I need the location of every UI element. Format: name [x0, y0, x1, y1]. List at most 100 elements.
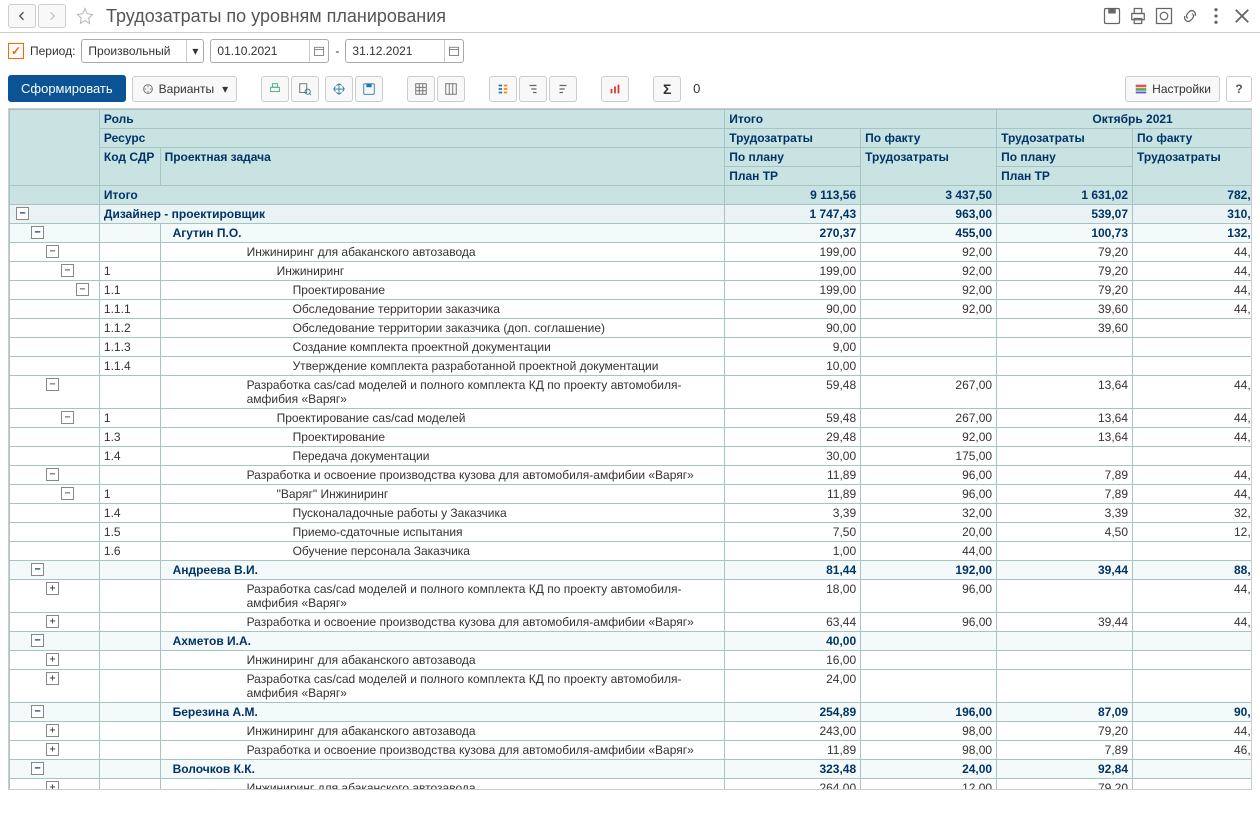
- value-cell: 44,00: [1133, 243, 1252, 262]
- grid-row[interactable]: +Разработка и освоение производства кузо…: [10, 613, 1253, 632]
- grid-row[interactable]: +Инжиниринг для абаканского автозавода26…: [10, 779, 1253, 791]
- tree-cell: +: [10, 741, 100, 760]
- chevron-down-icon[interactable]: ▾: [186, 40, 203, 62]
- grid-row[interactable]: +Разработка cas/cad моделей и полного ко…: [10, 580, 1253, 613]
- value-cell: 192,00: [861, 561, 997, 580]
- grid-row[interactable]: 1.4Передача документации30,00175,00: [10, 447, 1253, 466]
- link-icon[interactable]: [1180, 6, 1200, 26]
- collapse-toggle[interactable]: −: [31, 762, 44, 775]
- value-cell: 199,00: [725, 281, 861, 300]
- report-grid[interactable]: Роль Итого Октябрь 2021 Ресурс Трудозатр…: [8, 108, 1252, 790]
- expand-toggle[interactable]: +: [46, 672, 59, 685]
- expand-toggle[interactable]: +: [46, 653, 59, 666]
- grid-row[interactable]: −Разработка и освоение производства кузо…: [10, 466, 1253, 485]
- expand-move-button[interactable]: [325, 76, 353, 102]
- wbs-cell: [99, 651, 160, 670]
- grid-row[interactable]: −Агутин П.О.270,37455,00100,73132,00: [10, 224, 1253, 243]
- wbs-cell: [99, 224, 160, 243]
- calendar-icon[interactable]: [309, 40, 328, 62]
- expand-toggle[interactable]: +: [46, 582, 59, 595]
- collapse-toggle[interactable]: −: [61, 411, 74, 424]
- print-button[interactable]: [261, 76, 289, 102]
- grid-row[interactable]: +Разработка и освоение производства кузо…: [10, 741, 1253, 760]
- expand-toggle[interactable]: +: [46, 615, 59, 628]
- indent-right-button[interactable]: [549, 76, 577, 102]
- run-report-button[interactable]: Сформировать: [8, 75, 126, 102]
- chart-button[interactable]: [601, 76, 629, 102]
- value-cell: [1133, 319, 1252, 338]
- find-button[interactable]: [291, 76, 319, 102]
- header-month: Октябрь 2021: [997, 110, 1252, 129]
- value-cell: [861, 338, 997, 357]
- period-mode-select[interactable]: Произвольный ▾: [81, 39, 204, 63]
- value-cell: 44,00: [1133, 300, 1252, 319]
- indent-left-button[interactable]: [519, 76, 547, 102]
- column-view-button[interactable]: [437, 76, 465, 102]
- grid-row[interactable]: −1.1Проектирование199,0092,0079,2044,00: [10, 281, 1253, 300]
- grid-row[interactable]: 1.1.4Утверждение комплекта разработанной…: [10, 357, 1253, 376]
- grid-row[interactable]: −Разработка cas/cad моделей и полного ко…: [10, 376, 1253, 409]
- grid-row[interactable]: +Инжиниринг для абаканского автозавода16…: [10, 651, 1253, 670]
- settings-button[interactable]: Настройки: [1125, 76, 1220, 102]
- collapse-toggle[interactable]: −: [76, 283, 89, 296]
- favorite-star-icon[interactable]: [74, 5, 96, 27]
- collapse-toggle[interactable]: −: [46, 378, 59, 391]
- collapse-toggle[interactable]: −: [31, 563, 44, 576]
- period-to-input[interactable]: 31.12.2021: [345, 39, 464, 63]
- collapse-toggle[interactable]: −: [31, 705, 44, 718]
- grid-row[interactable]: 1.6Обучение персонала Заказчика1,0044,00: [10, 542, 1253, 561]
- period-checkbox[interactable]: ✓: [8, 43, 24, 59]
- calendar-icon[interactable]: [444, 40, 463, 62]
- more-icon[interactable]: [1206, 6, 1226, 26]
- save-button[interactable]: [355, 76, 383, 102]
- grid-row[interactable]: +Инжиниринг для абаканского автозавода24…: [10, 722, 1253, 741]
- period-from-input[interactable]: 01.10.2021: [210, 39, 329, 63]
- grid-row[interactable]: −Березина А.М.254,89196,0087,0990,00: [10, 703, 1253, 722]
- grid-row[interactable]: −Волочков К.К.323,4824,0092,84: [10, 760, 1253, 779]
- header-role: Роль: [99, 110, 724, 129]
- grid-row[interactable]: 1.1.2Обследование территории заказчика (…: [10, 319, 1253, 338]
- variants-button[interactable]: Варианты ▾: [132, 76, 238, 102]
- grid-row[interactable]: 1.1.1Обследование территории заказчика90…: [10, 300, 1253, 319]
- nav-forward-button[interactable]: [38, 4, 66, 28]
- preview-icon[interactable]: [1154, 6, 1174, 26]
- grid-row[interactable]: −Андреева В.И.81,44192,0039,4488,00: [10, 561, 1253, 580]
- tree-cell: −: [10, 224, 100, 243]
- grid-row[interactable]: −Ахметов И.А.40,00: [10, 632, 1253, 651]
- close-icon[interactable]: [1232, 6, 1252, 26]
- collapse-toggle[interactable]: −: [46, 245, 59, 258]
- grid-row[interactable]: −Дизайнер - проектировщик1 747,43963,005…: [10, 205, 1253, 224]
- grid-row[interactable]: Итого9 113,563 437,501 631,02782,00: [10, 186, 1253, 205]
- grid-row[interactable]: −1Проектирование cas/cad моделей59,48267…: [10, 409, 1253, 428]
- value-cell: 310,00: [1133, 205, 1252, 224]
- nav-back-button[interactable]: [8, 4, 36, 28]
- save-icon[interactable]: [1102, 6, 1122, 26]
- print-icon[interactable]: [1128, 6, 1148, 26]
- expand-toggle[interactable]: +: [46, 743, 59, 756]
- grid-row[interactable]: 1.1.3Создание комплекта проектной докуме…: [10, 338, 1253, 357]
- group-collapse-button[interactable]: [489, 76, 517, 102]
- value-cell: 9 113,56: [725, 186, 861, 205]
- help-button[interactable]: ?: [1226, 76, 1252, 102]
- grid-row[interactable]: −Инжиниринг для абаканского автозавода19…: [10, 243, 1253, 262]
- expand-toggle[interactable]: +: [46, 781, 59, 790]
- expand-toggle[interactable]: +: [46, 724, 59, 737]
- collapse-toggle[interactable]: −: [46, 468, 59, 481]
- grid-row[interactable]: −1Инжиниринг199,0092,0079,2044,00: [10, 262, 1253, 281]
- value-cell: 44,00: [1133, 580, 1252, 613]
- collapse-toggle[interactable]: −: [61, 487, 74, 500]
- grid-row[interactable]: 1.4Пусконаладочные работы у Заказчика3,3…: [10, 504, 1253, 523]
- sigma-button[interactable]: Σ: [653, 76, 681, 102]
- collapse-toggle[interactable]: −: [16, 207, 29, 220]
- grid-row[interactable]: −1"Варяг" Инжиниринг11,8996,007,8944,00: [10, 485, 1253, 504]
- value-cell: 81,44: [725, 561, 861, 580]
- collapse-toggle[interactable]: −: [31, 634, 44, 647]
- collapse-toggle[interactable]: −: [31, 226, 44, 239]
- grid-row[interactable]: +Разработка cas/cad моделей и полного ко…: [10, 670, 1253, 703]
- period-to-value: 31.12.2021: [346, 44, 444, 58]
- collapse-toggle[interactable]: −: [61, 264, 74, 277]
- value-cell: 100,73: [997, 224, 1133, 243]
- grid-row[interactable]: 1.5Приемо-сдаточные испытания7,5020,004,…: [10, 523, 1253, 542]
- grid-row[interactable]: 1.3Проектирование29,4892,0013,6444,00: [10, 428, 1253, 447]
- table-view-button[interactable]: [407, 76, 435, 102]
